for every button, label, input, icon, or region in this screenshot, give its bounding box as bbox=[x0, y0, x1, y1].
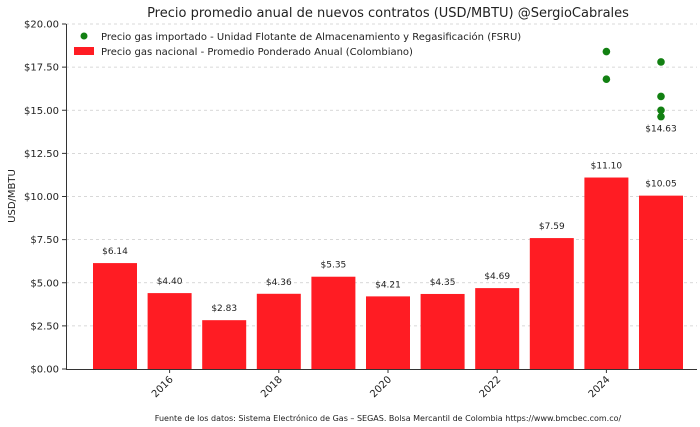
bar-label-2017: $2.83 bbox=[211, 304, 237, 314]
point-2024-1 bbox=[602, 75, 611, 83]
bar-label-2015: $6.14 bbox=[102, 247, 128, 257]
footnote: Fuente de los datos: Sistema Electrónico… bbox=[155, 413, 622, 423]
legend-marker-nacional bbox=[74, 47, 94, 55]
bar-2015 bbox=[93, 263, 137, 369]
point-2025-3 bbox=[657, 92, 665, 101]
y-tick-label: $17.50 bbox=[24, 63, 59, 74]
bar-label-2022: $4.69 bbox=[484, 272, 510, 282]
bar-2022 bbox=[475, 288, 520, 369]
bar-label-2023: $7.59 bbox=[539, 222, 565, 232]
x-tick-label: 2020 bbox=[368, 374, 394, 400]
x-axis: 2016 2018 2020 2022 2024 bbox=[150, 369, 613, 400]
point-label: $14.63 bbox=[645, 125, 677, 135]
y-tick-label: $5.00 bbox=[30, 278, 59, 289]
x-tick-label: 2016 bbox=[150, 374, 176, 400]
bars: $6.14 $4.40 $2.83 $4.36 $5.35 $4.21 $4.35 $4.69… bbox=[93, 162, 683, 369]
y-axis-label: USD/MBTU bbox=[7, 169, 18, 223]
bar-label-2024: $11.10 bbox=[591, 162, 623, 172]
point-2025-5 bbox=[657, 112, 665, 121]
x-tick-label: 2018 bbox=[259, 374, 285, 400]
bar-2023 bbox=[529, 238, 574, 369]
bar-label-2018: $4.36 bbox=[266, 278, 292, 288]
bar-2017 bbox=[202, 320, 247, 369]
y-tick-label: $0.00 bbox=[30, 365, 59, 376]
bar-2016 bbox=[147, 293, 192, 369]
x-tick-label: 2024 bbox=[587, 374, 613, 400]
bar-2018 bbox=[256, 293, 301, 369]
y-tick-label: $7.50 bbox=[30, 235, 59, 246]
bar-2025 bbox=[639, 195, 683, 369]
bar-2021 bbox=[420, 293, 465, 369]
bar-2024 bbox=[584, 177, 629, 369]
y-tick-label: $12.50 bbox=[24, 149, 59, 160]
bar-2020 bbox=[366, 296, 410, 369]
y-tick-label: $10.00 bbox=[24, 192, 59, 203]
bar-label-2020: $4.21 bbox=[375, 280, 401, 290]
bar-label-2025: $10.05 bbox=[645, 180, 677, 190]
legend-marker-fsru bbox=[80, 32, 88, 40]
legend-label-nacional: Precio gas nacional - Promedio Ponderado… bbox=[101, 47, 413, 58]
legend: Precio gas importado - Unidad Flotante d… bbox=[74, 31, 521, 58]
y-tick-label: $20.00 bbox=[24, 20, 59, 31]
point-2025-4 bbox=[657, 106, 665, 115]
y-tick-label: $2.50 bbox=[30, 321, 59, 332]
y-tick-label: $15.00 bbox=[24, 106, 59, 117]
scatter-points: $14.63 bbox=[602, 47, 677, 135]
bar-2019 bbox=[311, 276, 356, 369]
legend-label-fsru: Precio gas importado - Unidad Flotante d… bbox=[101, 31, 521, 43]
y-axis: $0.00 $2.50 $5.00 $7.50 $10.00 $12.50 $15.00 $1… bbox=[24, 20, 66, 376]
bar-label-2016: $4.40 bbox=[157, 277, 183, 287]
chart-title: Precio promedio anual de nuevos contrato… bbox=[147, 6, 629, 21]
bar-label-2021: $4.35 bbox=[430, 278, 456, 288]
bar-label-2019: $5.35 bbox=[321, 261, 347, 271]
x-tick-label: 2022 bbox=[478, 374, 504, 400]
point-2024-0 bbox=[602, 47, 611, 56]
point-2025-2 bbox=[657, 58, 665, 66]
